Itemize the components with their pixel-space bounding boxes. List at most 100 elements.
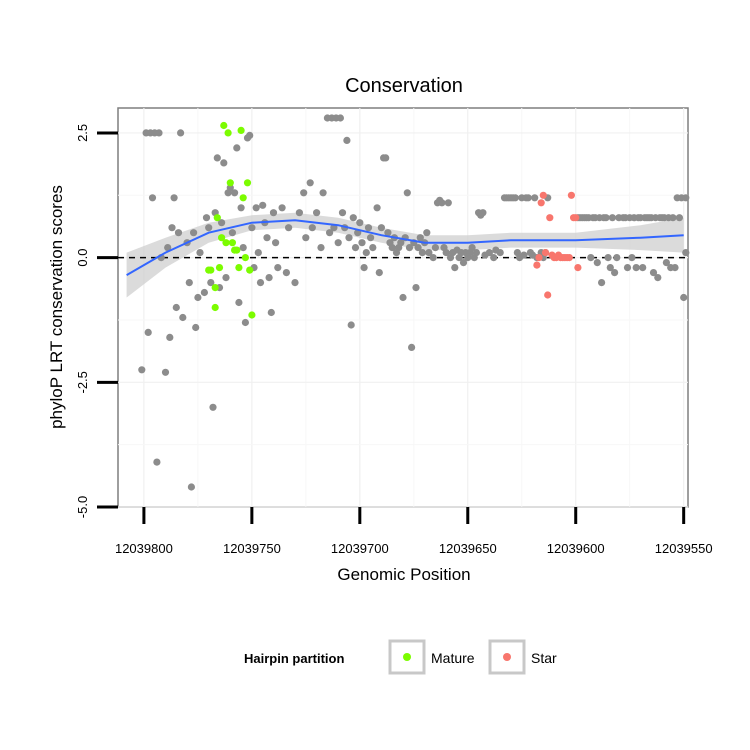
data-point-other (587, 254, 595, 262)
data-point-other (399, 293, 407, 302)
data-point-other (418, 249, 426, 257)
data-point-other (319, 189, 327, 197)
data-point-other (334, 239, 342, 247)
data-point-other (349, 214, 357, 222)
legend: Hairpin partition Mature Star (244, 639, 557, 675)
data-point-other (403, 189, 411, 197)
legend-swatch-star (503, 653, 511, 661)
data-point-other (343, 136, 351, 144)
data-point-other (429, 254, 437, 262)
data-point-other (628, 254, 636, 262)
data-point-other (373, 204, 381, 212)
data-point-other (291, 279, 299, 287)
x-tick-label: 12039700 (331, 541, 389, 556)
data-point-other (241, 318, 249, 327)
data-point-other (256, 279, 265, 287)
data-point-other (412, 284, 420, 292)
data-point-other (623, 264, 632, 272)
data-point-mature (239, 194, 247, 202)
data-point-star (546, 214, 554, 222)
data-point-mature (237, 126, 245, 134)
data-point-mature (243, 179, 252, 187)
data-point-star (541, 249, 550, 257)
data-point-other (192, 323, 200, 332)
data-point-mature (211, 284, 219, 292)
data-point-other (662, 259, 671, 267)
data-point-other (347, 321, 355, 329)
data-point-other (194, 293, 202, 302)
data-point-other (237, 204, 245, 212)
data-point-other (338, 209, 347, 217)
data-point-other (416, 234, 424, 242)
data-point-other (531, 194, 539, 202)
y-tick-label: 0.0 (75, 249, 90, 267)
data-point-other (606, 264, 614, 272)
data-point-other (285, 224, 293, 232)
data-point-other (254, 249, 262, 257)
data-point-other (218, 219, 226, 227)
data-point-other (345, 234, 353, 242)
data-point-other (205, 224, 213, 232)
data-point-other (377, 224, 385, 232)
smooth-trend-line (126, 219, 684, 276)
data-point-other (524, 194, 532, 202)
data-point-other (598, 279, 606, 287)
data-point-other (248, 224, 256, 232)
data-point-other (155, 129, 163, 137)
data-point-other (302, 234, 310, 242)
smooth-confidence-ribbon (126, 212, 684, 298)
data-point-other (235, 298, 243, 307)
data-point-other (382, 154, 390, 162)
legend-label-star: Star (531, 650, 557, 666)
data-point-other (442, 249, 450, 257)
data-point-other (613, 254, 621, 262)
data-point-other (259, 201, 267, 209)
data-point-mature (235, 264, 243, 272)
data-point-other (654, 274, 662, 282)
data-point-other (682, 194, 690, 202)
y-tick-label: -5.0 (75, 496, 90, 518)
data-point-other (675, 214, 684, 222)
data-point-other (166, 333, 174, 341)
data-point-mature (246, 266, 254, 274)
x-tick-label: 12039750 (223, 541, 281, 556)
data-point-star (544, 291, 552, 299)
data-point-star (574, 264, 582, 272)
y-tick-label: 2.5 (75, 124, 90, 142)
data-point-other (451, 264, 459, 272)
data-point-other (306, 179, 314, 187)
data-point-other (479, 209, 487, 217)
data-point-other (388, 244, 396, 252)
data-point-other (209, 403, 217, 411)
legend-title: Hairpin partition (244, 651, 344, 666)
data-point-other (207, 279, 215, 287)
data-point-other (263, 234, 271, 242)
data-point-other (472, 249, 480, 257)
data-point-other (228, 229, 236, 237)
data-point-other (265, 274, 273, 282)
data-point-mature (224, 129, 232, 137)
data-point-other (313, 209, 321, 217)
legend-key-star (488, 639, 526, 675)
data-point-other (358, 239, 366, 247)
data-point-other (246, 131, 254, 139)
data-point-other (174, 229, 183, 237)
data-point-other (272, 239, 280, 247)
data-point-other (490, 254, 498, 262)
data-point-other (397, 239, 405, 247)
data-point-other (300, 189, 308, 197)
data-point-mature (228, 239, 236, 247)
data-point-other (144, 328, 152, 336)
data-point-other (200, 288, 208, 297)
data-point-other (364, 224, 373, 232)
data-point-other (682, 249, 690, 257)
data-point-other (649, 269, 658, 277)
data-point-other (326, 229, 334, 237)
data-point-other (196, 249, 204, 257)
data-point-other (252, 204, 260, 212)
data-point-other (164, 244, 172, 252)
data-point-star (567, 191, 576, 199)
data-point-other (239, 244, 247, 252)
data-point-other (185, 279, 193, 287)
